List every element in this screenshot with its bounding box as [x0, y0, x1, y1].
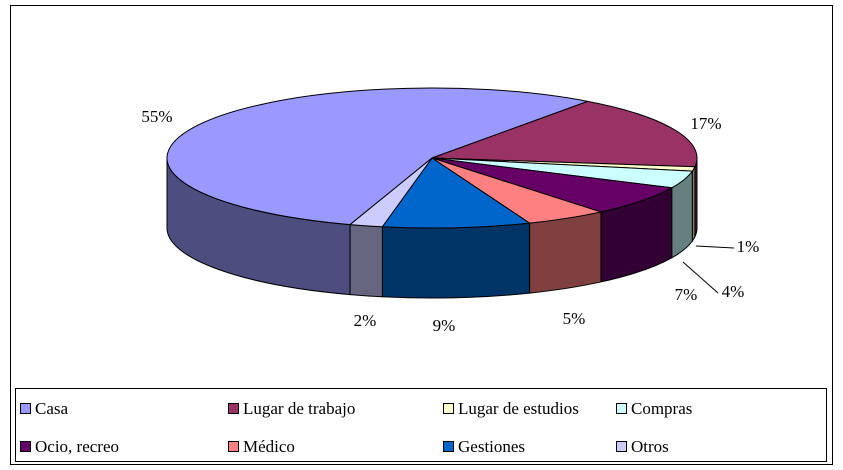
legend-swatch — [616, 403, 627, 414]
pie-slice — [381, 157, 531, 229]
slice-side — [381, 222, 531, 299]
legend-swatch — [443, 441, 454, 452]
legend-label: Gestiones — [458, 437, 525, 456]
slice-side — [349, 224, 383, 298]
legend: Casa Lugar de trabajo Lugar de estudios Com… — [20, 399, 692, 456]
data-label: 5% — [563, 309, 586, 328]
pie-slice — [431, 100, 698, 168]
data-label: 4% — [722, 282, 745, 301]
data-label: 55% — [141, 107, 172, 126]
legend-label: Compras — [631, 399, 692, 418]
leader-line — [695, 245, 735, 249]
data-label: 7% — [675, 285, 698, 304]
legend-swatch — [228, 441, 239, 452]
pie-tops — [166, 87, 698, 229]
legend-swatch — [443, 403, 454, 414]
pie-slice — [166, 87, 590, 226]
pie-slice — [431, 157, 674, 213]
legend-swatch — [228, 403, 239, 414]
leader-line — [682, 261, 719, 294]
data-label: 17% — [690, 114, 721, 133]
data-label: 9% — [433, 316, 456, 335]
data-label: 1% — [737, 237, 760, 256]
legend-box — [15, 388, 827, 462]
legend-label: Médico — [243, 437, 295, 456]
legend-label: Lugar de trabajo — [243, 399, 355, 418]
data-labels: 55% 17% 1% 4% 7% 5% 9% 2% — [141, 107, 759, 335]
slice-side — [529, 211, 602, 294]
legend-swatch — [20, 403, 31, 414]
legend-swatch — [20, 441, 31, 452]
legend-label: Otros — [631, 437, 669, 456]
data-label: 2% — [354, 311, 377, 330]
pie-slice — [348, 157, 433, 228]
legend-label: Casa — [35, 399, 69, 418]
legend-swatch — [616, 441, 627, 452]
legend-label: Lugar de estudios — [458, 399, 579, 418]
pie-sides — [166, 157, 698, 299]
legend-label: Ocio, recreo — [35, 437, 119, 456]
